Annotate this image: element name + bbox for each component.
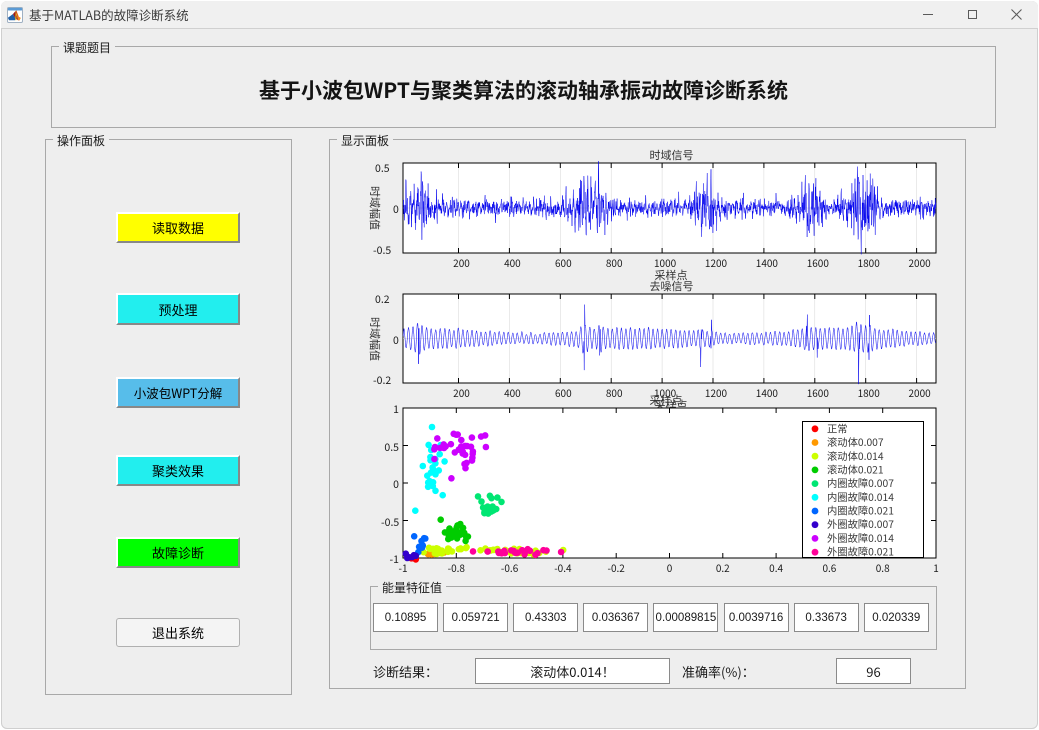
svg-text:外圈故障0.014: 外圈故障0.014 <box>827 530 894 545</box>
svg-text:外圈故障0.021: 外圈故障0.021 <box>827 544 894 559</box>
svg-text:滚动体0.021: 滚动体0.021 <box>827 461 884 476</box>
svg-text:滚动体0.007: 滚动体0.007 <box>827 434 884 449</box>
